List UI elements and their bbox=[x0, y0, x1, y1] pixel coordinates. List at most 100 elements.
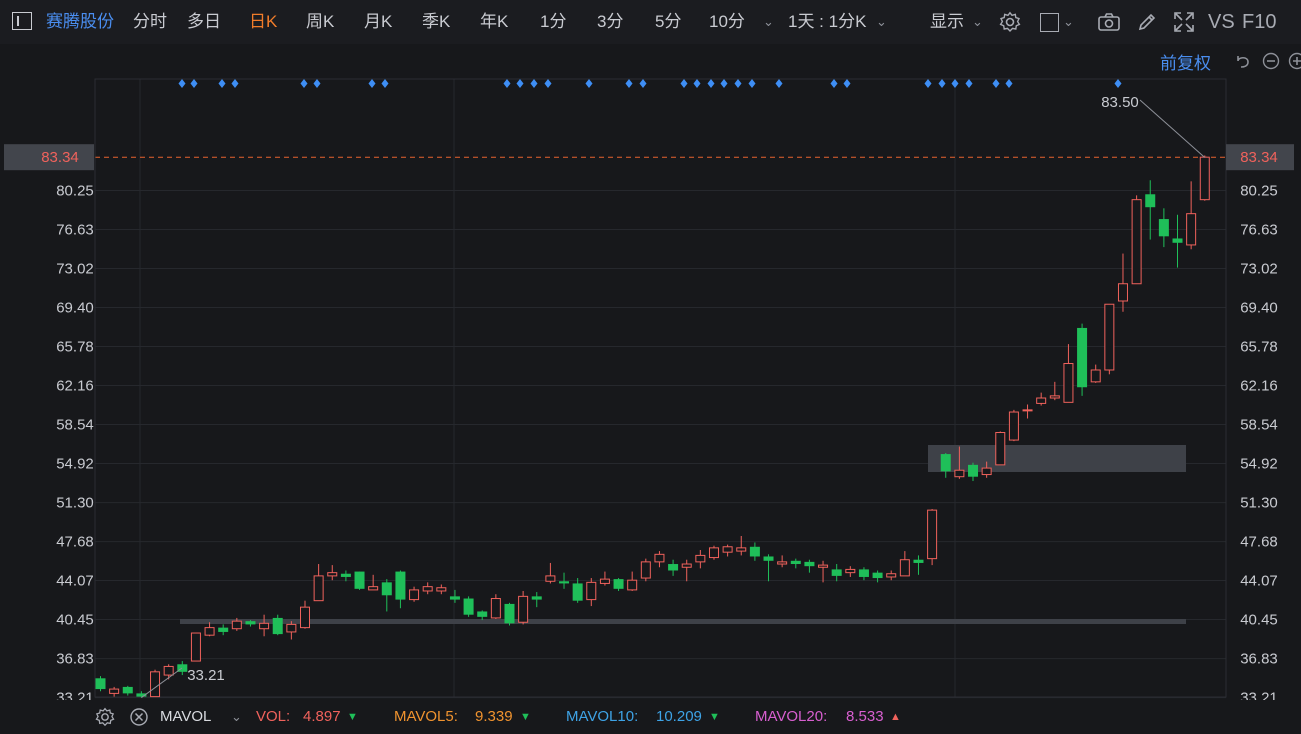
candle-body-up bbox=[150, 671, 161, 698]
candle-body-up bbox=[1199, 156, 1210, 201]
square-tool-icon[interactable] bbox=[1038, 11, 1060, 33]
candle-body-down bbox=[463, 598, 474, 615]
candle-body-up bbox=[327, 572, 338, 577]
current-price-left: 83.34 bbox=[41, 149, 79, 166]
candle-body-down bbox=[245, 621, 256, 625]
interval-select[interactable]: 1天 : 1分K bbox=[788, 12, 867, 31]
event-marker-icon bbox=[218, 79, 226, 88]
candle-body-up bbox=[1186, 213, 1197, 246]
mavol5-trend-down-icon: ▼ bbox=[520, 711, 531, 723]
price-tick-left: 76.63 bbox=[56, 222, 94, 239]
candle-body-up bbox=[599, 578, 610, 584]
tab-daily-k[interactable]: 日K bbox=[249, 12, 278, 31]
mavol20-trend-up-icon: ▲ bbox=[890, 711, 901, 723]
mavol10-value: 10.209 bbox=[656, 708, 702, 725]
event-marker-icon bbox=[231, 79, 239, 88]
price-tick-right: 54.92 bbox=[1240, 456, 1278, 473]
mavol5-value: 9.339 bbox=[475, 708, 513, 725]
zoom-out-icon[interactable] bbox=[1262, 52, 1280, 75]
candle-body-down bbox=[749, 546, 760, 557]
candle-body-up bbox=[436, 587, 447, 592]
event-marker-icon bbox=[1005, 79, 1013, 88]
display-chevron-down-icon[interactable]: ⌄ bbox=[972, 14, 983, 29]
event-marker-icon bbox=[530, 79, 538, 88]
tab-monthly-k[interactable]: 月K bbox=[364, 12, 393, 31]
vs-compare-button[interactable]: VS bbox=[1208, 11, 1235, 33]
camera-icon[interactable] bbox=[1097, 11, 1121, 33]
tab-1min[interactable]: 1分 bbox=[540, 12, 567, 31]
undo-icon[interactable] bbox=[1234, 52, 1252, 75]
vol-value: 4.897 bbox=[303, 708, 341, 725]
tab-3min[interactable]: 3分 bbox=[597, 12, 624, 31]
candle-body-up bbox=[954, 469, 965, 478]
pencil-icon[interactable] bbox=[1136, 11, 1158, 33]
price-tick-left: 47.68 bbox=[56, 534, 94, 551]
event-marker-icon bbox=[178, 79, 186, 88]
candle-body-down bbox=[531, 596, 542, 600]
candle-body-down bbox=[790, 560, 801, 565]
resistance-zone bbox=[928, 445, 1186, 472]
event-marker-icon bbox=[734, 79, 742, 88]
high-pointer-line bbox=[1139, 99, 1206, 158]
tab-weekly-k[interactable]: 周K bbox=[306, 12, 335, 31]
candle-body-down bbox=[340, 573, 351, 577]
event-marker-icon bbox=[965, 79, 973, 88]
sidebar-toggle-icon[interactable] bbox=[12, 12, 32, 30]
candle-body-down bbox=[1077, 327, 1088, 388]
indicator-settings-gear-icon[interactable] bbox=[95, 707, 115, 731]
zoom-in-icon[interactable] bbox=[1288, 52, 1301, 75]
candle-body-up bbox=[1063, 363, 1074, 403]
stock-name[interactable]: 赛腾股份 bbox=[46, 12, 114, 31]
price-tick-right: 65.78 bbox=[1240, 338, 1278, 355]
tab-5min[interactable]: 5分 bbox=[655, 12, 682, 31]
indicator-close-icon[interactable] bbox=[129, 707, 149, 731]
candle-body-up bbox=[586, 581, 597, 601]
candle-body-down bbox=[913, 559, 924, 563]
low-price-label: 33.21 bbox=[187, 667, 225, 684]
candle-body-up bbox=[1008, 411, 1019, 441]
tab-quarterly-k[interactable]: 季K bbox=[422, 12, 451, 31]
tab-multi-day[interactable]: 多日 bbox=[187, 12, 221, 31]
interval-chevron-down-icon[interactable]: ⌄ bbox=[876, 14, 887, 29]
candle-body-down bbox=[613, 579, 624, 589]
event-marker-icon bbox=[938, 79, 946, 88]
event-marker-icon bbox=[748, 79, 756, 88]
candle-body-up bbox=[163, 665, 174, 676]
candle-body-down bbox=[354, 571, 365, 589]
price-tick-right: 76.63 bbox=[1240, 222, 1278, 239]
current-price-badge-right bbox=[1226, 144, 1294, 171]
indicator-chevron-down-icon[interactable]: ⌄ bbox=[231, 709, 242, 724]
candle-body-down bbox=[477, 611, 488, 617]
f10-button[interactable]: F10 bbox=[1242, 11, 1277, 33]
fullscreen-icon[interactable] bbox=[1172, 11, 1196, 33]
event-marker-icon bbox=[381, 79, 389, 88]
event-marker-icon bbox=[992, 79, 1000, 88]
candlestick-chart[interactable]: 80.25 80.25 76.63 76.63 73.02 73.02 69.40 69.40… bbox=[0, 76, 1301, 700]
mavol10-label: MAVOL10: bbox=[566, 708, 639, 725]
mavol20-label: MAVOL20: bbox=[755, 708, 828, 725]
tab-10min[interactable]: 10分 bbox=[709, 12, 745, 31]
candle-body-down bbox=[122, 686, 133, 694]
adjust-mode-button[interactable]: 前复权 bbox=[1160, 54, 1211, 73]
event-marker-icon bbox=[503, 79, 511, 88]
candle-body-down bbox=[449, 596, 460, 600]
candle-body-up bbox=[299, 606, 310, 629]
tab-timeshare[interactable]: 分时 bbox=[133, 12, 167, 31]
candle-body-down bbox=[95, 678, 106, 690]
price-tick-left: 33.21 bbox=[56, 690, 94, 700]
candle-body-up bbox=[286, 623, 297, 633]
period-more-chevron-icon[interactable]: ⌄ bbox=[763, 14, 774, 29]
indicator-name[interactable]: MAVOL bbox=[160, 708, 212, 725]
tab-yearly-k[interactable]: 年K bbox=[480, 12, 509, 31]
event-marker-icon bbox=[830, 79, 838, 88]
candle-body-up bbox=[231, 620, 242, 630]
square-tool-chevron-icon[interactable]: ⌄ bbox=[1063, 14, 1074, 29]
candle-body-up bbox=[490, 598, 501, 619]
candle-body-up bbox=[1104, 303, 1115, 371]
candle-body-up bbox=[681, 563, 692, 568]
gear-icon[interactable] bbox=[998, 11, 1022, 33]
candle-body-up bbox=[409, 589, 420, 601]
event-marker-icon bbox=[680, 79, 688, 88]
display-menu[interactable]: 显示 bbox=[930, 12, 964, 31]
candle-body-down bbox=[858, 569, 869, 577]
